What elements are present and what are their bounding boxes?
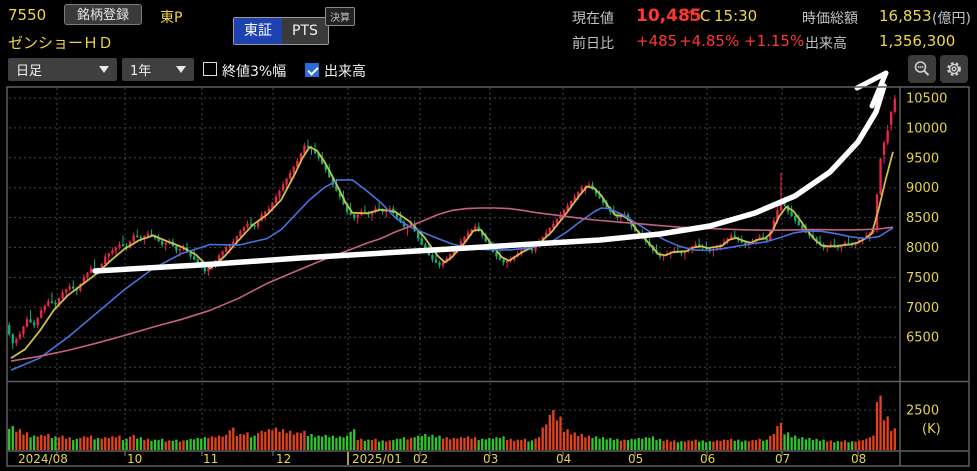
kessan-badge[interactable]: 決算 — [325, 7, 355, 26]
gear-icon — [947, 62, 961, 76]
exchange-toggle: 東証 PTS — [233, 17, 329, 45]
svg-text:7500: 7500 — [906, 271, 939, 286]
tab-pts[interactable]: PTS — [282, 18, 328, 44]
market-segment-label: 東P — [160, 10, 183, 26]
volume-checkbox-label: 出来高 — [324, 64, 366, 80]
chart-frame — [6, 86, 970, 467]
extra-pct: +1.15% — [744, 32, 805, 50]
svg-text:08: 08 — [851, 452, 866, 466]
close-flag: C — [700, 7, 711, 25]
candlestick-series — [8, 95, 896, 350]
prev-diff-pct: +4.85% — [679, 32, 740, 50]
svg-text:06: 06 — [700, 452, 715, 466]
volume-checkbox[interactable] — [305, 63, 319, 77]
stock-code: 7550 — [8, 6, 47, 24]
close3pct-checkbox-label: 終値3%幅 — [222, 64, 287, 80]
current-price-label: 現在値 — [572, 11, 614, 27]
svg-text:11: 11 — [203, 452, 218, 466]
market-cap-value: 16,853 — [879, 7, 932, 25]
ma-mid-line — [10, 179, 894, 371]
x-axis-labels: 2024/08 10 11 12 2025/01 02 03 04 05 06 07 08 — [18, 451, 866, 466]
svg-text:03: 03 — [483, 452, 498, 466]
svg-text:10: 10 — [127, 452, 142, 466]
svg-text:07: 07 — [775, 452, 790, 466]
current-price-value: 10,485 — [636, 6, 702, 26]
stock-name: ゼンショーＨＤ — [8, 34, 114, 52]
svg-text:8500: 8500 — [906, 211, 939, 226]
market-cap-unit: (億円) — [932, 11, 971, 27]
prev-diff-value: +485 — [636, 32, 678, 50]
zoom-button[interactable] — [908, 55, 936, 83]
svg-text:10000: 10000 — [906, 121, 947, 136]
prev-diff-label: 前日比 — [572, 36, 614, 52]
magnifier-icon — [914, 61, 930, 76]
svg-text:6500: 6500 — [906, 331, 939, 346]
svg-text:02: 02 — [413, 452, 428, 466]
register-stock-button[interactable]: 銘柄登録 — [64, 4, 143, 25]
svg-text:10500: 10500 — [906, 92, 947, 107]
svg-text:9500: 9500 — [906, 151, 939, 166]
tab-tosho[interactable]: 東証 — [234, 18, 282, 44]
up-arrow-icon: ↑ — [685, 7, 698, 25]
quote-time: 15:30 — [714, 7, 758, 25]
chevron-down-icon — [176, 66, 186, 73]
ma-long-line — [10, 207, 894, 362]
svg-text:8000: 8000 — [906, 241, 939, 256]
svg-text:2500: 2500 — [906, 404, 939, 419]
ma-short-line — [10, 146, 894, 359]
svg-text:7000: 7000 — [906, 301, 939, 316]
svg-text:2025/01: 2025/01 — [352, 452, 402, 466]
range-dropdown[interactable]: 1年 — [122, 58, 194, 81]
market-cap-label: 時価総額 — [802, 11, 858, 27]
y-axis-labels: 10500 10000 9500 9000 8500 8000 7500 7000 6500 25… — [906, 92, 947, 438]
volume-value: 1,356,300 — [879, 32, 956, 50]
price-volume-chart[interactable]: 10500 10000 9500 9000 8500 8000 7500 7000 6500 25… — [0, 55, 977, 471]
range-dropdown-value: 1年 — [130, 64, 152, 79]
svg-text:(K): (K) — [922, 422, 941, 437]
settings-button[interactable] — [940, 55, 968, 83]
chevron-down-icon — [99, 66, 109, 73]
svg-text:12: 12 — [276, 452, 291, 466]
svg-text:04: 04 — [556, 452, 571, 466]
svg-text:05: 05 — [628, 452, 643, 466]
svg-text:9000: 9000 — [906, 181, 939, 196]
svg-text:2024/08: 2024/08 — [18, 452, 68, 466]
period-dropdown[interactable]: 日足 — [8, 58, 117, 81]
volume-bars — [8, 395, 896, 450]
close3pct-checkbox[interactable] — [203, 62, 217, 76]
volume-label: 出来高 — [805, 36, 847, 52]
trend-arrow-annotation — [92, 70, 889, 274]
check-icon — [307, 63, 319, 76]
period-dropdown-value: 日足 — [16, 64, 43, 79]
